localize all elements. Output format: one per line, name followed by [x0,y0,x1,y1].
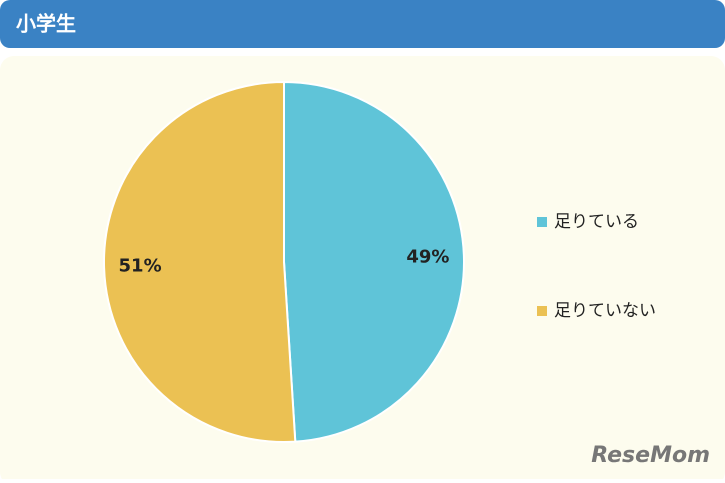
legend-swatch [537,306,547,316]
chart-title: 小学生 [16,12,76,36]
legend-label: 足りていない [554,301,656,321]
data-label: 49% [406,246,449,267]
pie-slice [283,80,465,443]
data-label: 51% [119,256,162,277]
watermark: ReseMom [591,443,710,468]
header-bar [0,0,725,48]
legend-swatch [537,217,547,227]
pie-slice [103,80,297,443]
legend-label: 足りている [554,212,639,232]
